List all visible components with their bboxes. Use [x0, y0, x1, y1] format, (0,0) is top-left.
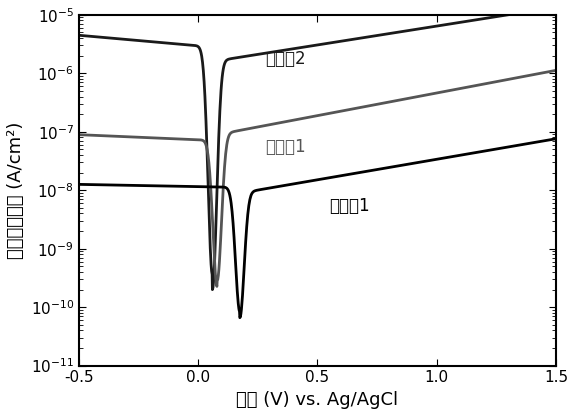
Text: 对比失1: 对比失1 [265, 138, 305, 156]
Y-axis label: 腐蚀电流密度 (A/cm²): 腐蚀电流密度 (A/cm²) [7, 121, 25, 259]
Text: 实施失1: 实施失1 [329, 197, 370, 215]
Text: 对比失2: 对比失2 [265, 50, 305, 69]
X-axis label: 电位 (V) vs. Ag/AgCl: 电位 (V) vs. Ag/AgCl [236, 391, 398, 409]
